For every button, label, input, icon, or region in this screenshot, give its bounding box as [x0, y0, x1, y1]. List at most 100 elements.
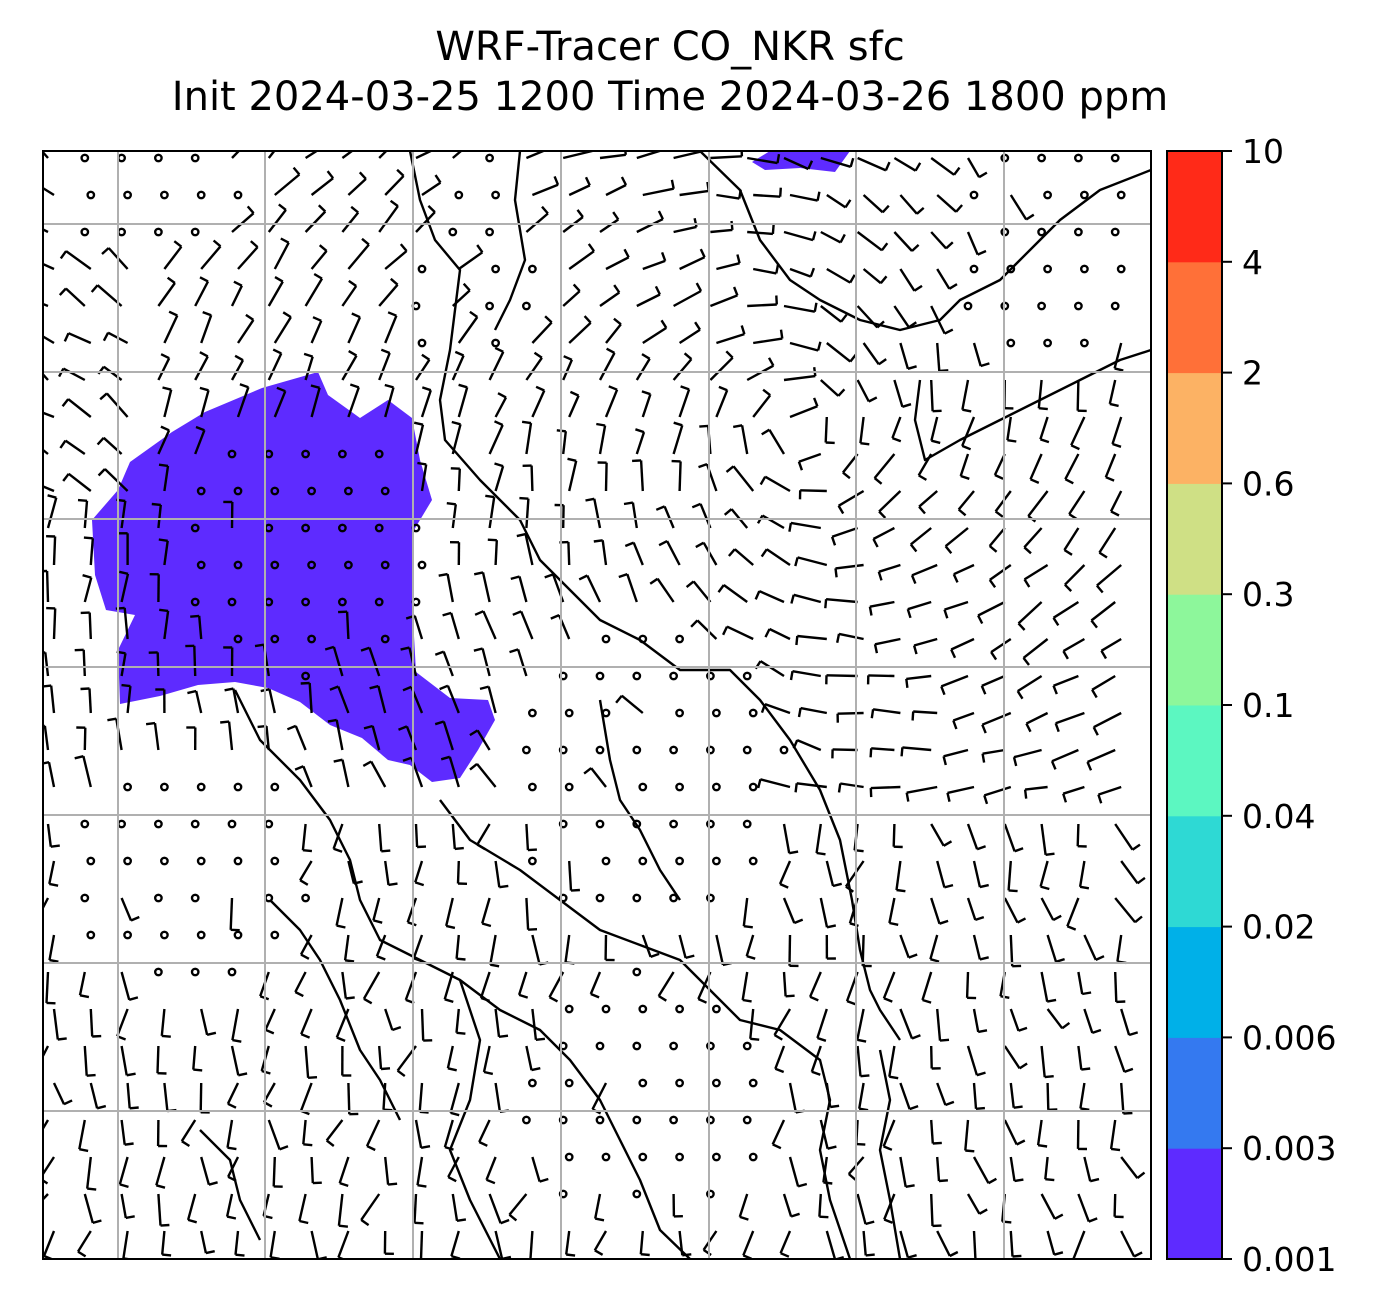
wind-barb	[414, 1119, 431, 1149]
wind-barb	[413, 1193, 424, 1225]
colorbar-segment	[1167, 926, 1222, 1038]
wind-barb	[1003, 897, 1027, 924]
wind-barb	[892, 823, 903, 849]
wind-barb	[1098, 527, 1117, 559]
wind-barb	[831, 748, 858, 759]
wind-barb	[83, 1045, 96, 1077]
colorbar-tick-label: 0.1	[1242, 686, 1294, 725]
wind-barb	[966, 1193, 988, 1215]
wind-barb	[304, 1045, 318, 1079]
wind-barb	[1009, 1230, 1022, 1258]
wind-barb	[942, 748, 969, 766]
wind-barb	[1114, 971, 1126, 1004]
wind-barb	[121, 683, 132, 714]
wind-barb	[930, 305, 954, 335]
calm-wind-circle	[1116, 190, 1126, 200]
wind-barb	[1095, 564, 1122, 594]
wind-barb	[89, 1008, 102, 1038]
calm-wind-circle	[632, 1115, 642, 1125]
wind-barb	[981, 748, 1005, 763]
wind-barb	[906, 600, 932, 619]
wind-barb	[642, 319, 668, 345]
wind-barb	[412, 934, 424, 963]
calm-wind-circle	[233, 930, 243, 940]
calm-wind-circle	[706, 1115, 715, 1125]
wind-barb	[434, 720, 454, 751]
wind-barb	[698, 462, 718, 492]
wind-barb	[1109, 1119, 1121, 1152]
wind-barb	[1114, 897, 1143, 924]
wind-barb	[333, 758, 350, 788]
wind-barb	[414, 860, 425, 887]
wind-barb	[820, 230, 846, 244]
wind-barb	[966, 1045, 986, 1077]
wind-barb	[568, 315, 592, 344]
wind-barb	[771, 1119, 786, 1150]
calm-wind-circle	[264, 819, 274, 829]
wind-barb	[1037, 379, 1048, 411]
wind-barb	[1120, 860, 1146, 885]
calm-wind-circle	[123, 856, 133, 866]
wind-barb	[870, 708, 901, 719]
wind-barb	[299, 860, 313, 886]
wind-barb	[80, 611, 92, 640]
wind-barb	[304, 151, 319, 160]
wind-barb	[715, 385, 729, 418]
wind-barb	[160, 1008, 171, 1038]
wind-barb	[578, 574, 602, 603]
wind-barb	[966, 157, 988, 179]
wind-barb	[782, 1193, 800, 1218]
wind-barb	[783, 302, 818, 313]
calm-wind-circle	[675, 856, 684, 866]
calm-wind-circle	[380, 560, 390, 570]
wind-barb	[1040, 1045, 1054, 1079]
calm-wind-circle	[227, 819, 237, 829]
wind-barb	[200, 1230, 215, 1255]
wind-barb	[223, 646, 234, 677]
colorbar-tick-label: 2	[1242, 354, 1263, 393]
tracer-plume-north	[752, 151, 850, 172]
calm-wind-circle	[601, 634, 611, 644]
calm-wind-circle	[712, 782, 721, 792]
wind-barb	[943, 600, 969, 619]
calm-wind-circle	[595, 819, 605, 829]
wind-barb	[148, 651, 160, 677]
wind-barb	[341, 279, 358, 307]
wind-barb	[678, 1230, 692, 1257]
wind-barb	[856, 1193, 875, 1226]
wind-barb	[58, 287, 86, 307]
wind-barb	[782, 897, 804, 925]
wind-barb	[632, 459, 644, 492]
wind-barb	[118, 1156, 129, 1189]
wind-barb	[489, 934, 500, 968]
wind-barb	[43, 1230, 56, 1259]
wind-barb	[869, 785, 901, 798]
wind-barb	[335, 897, 346, 929]
wind-barb	[99, 392, 129, 418]
wind-barb	[1012, 748, 1042, 767]
wind-barb	[760, 702, 791, 715]
wind-barb	[192, 1045, 203, 1072]
wind-barb	[952, 563, 975, 583]
calm-wind-circle	[595, 745, 605, 755]
wind-barb	[473, 647, 491, 677]
wind-barb	[200, 239, 222, 270]
wind-barb	[260, 688, 276, 714]
wind-barb	[107, 717, 123, 751]
wind-barb	[964, 1119, 975, 1153]
wind-barb	[304, 204, 327, 233]
calm-wind-circle	[748, 1078, 758, 1088]
wind-barb	[797, 452, 822, 471]
calm-wind-circle	[374, 449, 384, 459]
wind-barb	[972, 860, 989, 889]
wind-barb	[384, 1008, 402, 1032]
wind-barb	[936, 268, 958, 290]
wind-barb	[43, 684, 56, 714]
wind-barb	[120, 897, 140, 922]
calm-wind-circle	[712, 1152, 721, 1162]
calm-wind-circle	[380, 486, 390, 496]
wind-barb	[1040, 823, 1055, 856]
wind-barb	[456, 860, 468, 885]
wind-barb	[200, 310, 213, 344]
wind-barb	[856, 231, 889, 252]
